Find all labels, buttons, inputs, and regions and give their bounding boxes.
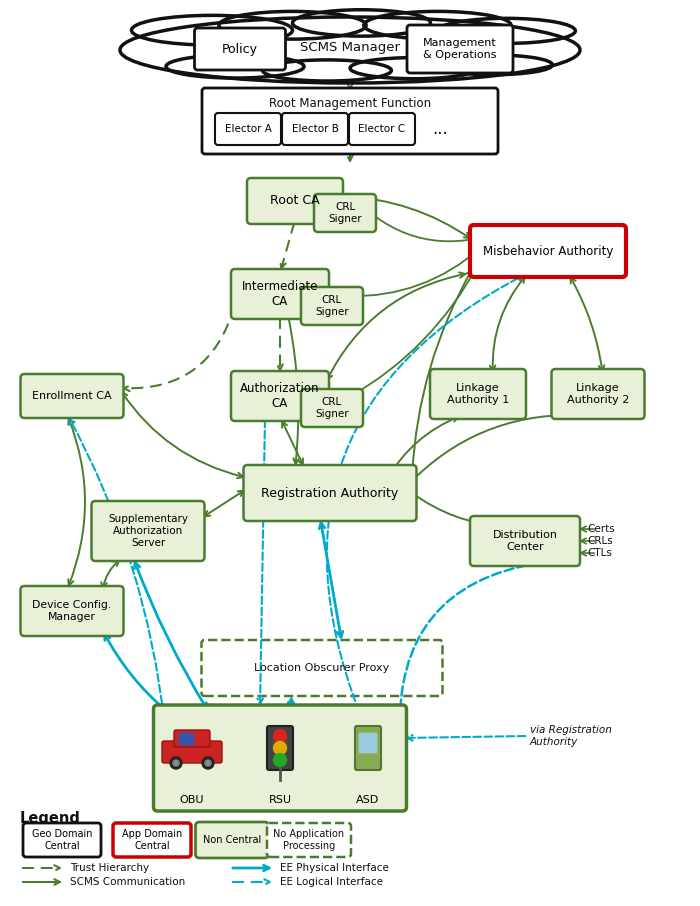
Text: SCMS Manager: SCMS Manager <box>300 42 400 54</box>
FancyBboxPatch shape <box>247 178 343 224</box>
Text: CRL
Signer: CRL Signer <box>315 397 349 419</box>
Text: Supplementary
Authorization
Server: Supplementary Authorization Server <box>108 515 188 547</box>
Text: Geo Domain
Central: Geo Domain Central <box>32 829 92 851</box>
Text: Trust Hierarchy: Trust Hierarchy <box>70 863 149 873</box>
Ellipse shape <box>350 58 479 79</box>
Text: No Application
Processing: No Application Processing <box>274 829 344 851</box>
Text: Root CA: Root CA <box>270 195 320 207</box>
Ellipse shape <box>120 17 580 83</box>
Text: Policy: Policy <box>222 43 258 55</box>
Text: SCMS Communication: SCMS Communication <box>70 877 186 887</box>
FancyBboxPatch shape <box>267 726 293 770</box>
FancyBboxPatch shape <box>301 287 363 325</box>
Text: App Domain
Central: App Domain Central <box>122 829 182 851</box>
FancyBboxPatch shape <box>470 516 580 566</box>
Text: Misbehavior Authority: Misbehavior Authority <box>483 245 613 257</box>
FancyBboxPatch shape <box>195 28 286 70</box>
Text: Root Management Function: Root Management Function <box>269 97 431 110</box>
FancyBboxPatch shape <box>359 733 377 753</box>
FancyBboxPatch shape <box>430 369 526 419</box>
Text: Elector B: Elector B <box>292 124 338 134</box>
Circle shape <box>274 729 286 743</box>
Text: CRL
Signer: CRL Signer <box>315 295 349 317</box>
FancyBboxPatch shape <box>349 113 415 145</box>
Circle shape <box>170 757 182 769</box>
FancyBboxPatch shape <box>202 88 498 154</box>
FancyBboxPatch shape <box>23 823 101 857</box>
Text: Registration Authority: Registration Authority <box>261 487 398 499</box>
FancyBboxPatch shape <box>244 465 416 521</box>
Ellipse shape <box>433 55 552 75</box>
FancyBboxPatch shape <box>355 726 381 770</box>
Circle shape <box>274 741 286 755</box>
Text: Enrollment CA: Enrollment CA <box>32 391 112 401</box>
Text: EE Logical Interface: EE Logical Interface <box>280 877 383 887</box>
Circle shape <box>205 760 211 766</box>
Ellipse shape <box>166 55 304 78</box>
FancyBboxPatch shape <box>267 823 351 857</box>
Text: Authorization
CA: Authorization CA <box>240 382 320 410</box>
Text: Location Obscurer Proxy: Location Obscurer Proxy <box>254 663 390 673</box>
Circle shape <box>173 760 179 766</box>
FancyBboxPatch shape <box>174 730 210 747</box>
FancyBboxPatch shape <box>195 822 269 858</box>
FancyBboxPatch shape <box>470 225 626 277</box>
Ellipse shape <box>132 15 293 45</box>
Text: Linkage
Authority 2: Linkage Authority 2 <box>567 383 629 405</box>
Text: Elector A: Elector A <box>225 124 272 134</box>
Text: Linkage
Authority 1: Linkage Authority 1 <box>447 383 509 405</box>
Text: RSU: RSU <box>269 795 291 805</box>
FancyBboxPatch shape <box>162 741 222 763</box>
FancyBboxPatch shape <box>113 823 191 857</box>
FancyBboxPatch shape <box>20 374 123 418</box>
FancyBboxPatch shape <box>20 586 123 636</box>
Text: EE Physical Interface: EE Physical Interface <box>280 863 389 873</box>
Text: CRLs: CRLs <box>587 536 612 546</box>
Text: via Registration
Authority: via Registration Authority <box>530 725 612 747</box>
FancyBboxPatch shape <box>202 640 442 696</box>
FancyBboxPatch shape <box>301 389 363 427</box>
FancyBboxPatch shape <box>92 501 204 561</box>
Text: Non Central: Non Central <box>203 835 261 845</box>
Text: ...: ... <box>432 120 448 138</box>
Circle shape <box>274 754 286 766</box>
FancyBboxPatch shape <box>282 113 348 145</box>
Ellipse shape <box>219 12 366 39</box>
Text: Distribution
Center: Distribution Center <box>493 530 557 552</box>
Text: Intermediate
CA: Intermediate CA <box>241 280 318 308</box>
Ellipse shape <box>364 12 511 39</box>
Text: Management
& Operations: Management & Operations <box>423 38 497 60</box>
FancyBboxPatch shape <box>215 113 281 145</box>
FancyBboxPatch shape <box>179 733 194 745</box>
Text: Device Config.
Manager: Device Config. Manager <box>32 600 111 622</box>
Ellipse shape <box>262 60 391 81</box>
FancyBboxPatch shape <box>231 371 329 421</box>
Text: ASD: ASD <box>356 795 379 805</box>
Ellipse shape <box>293 10 430 36</box>
Text: OBU: OBU <box>180 795 204 805</box>
FancyBboxPatch shape <box>231 269 329 319</box>
FancyBboxPatch shape <box>552 369 645 419</box>
Text: Elector C: Elector C <box>358 124 405 134</box>
FancyBboxPatch shape <box>153 705 407 811</box>
Text: CRL
Signer: CRL Signer <box>328 202 362 224</box>
FancyBboxPatch shape <box>407 25 513 73</box>
Circle shape <box>202 757 214 769</box>
Ellipse shape <box>438 18 575 43</box>
FancyBboxPatch shape <box>314 194 376 232</box>
Text: CTLs: CTLs <box>587 548 612 558</box>
Text: Legend: Legend <box>20 811 81 825</box>
Text: Certs: Certs <box>587 524 615 534</box>
